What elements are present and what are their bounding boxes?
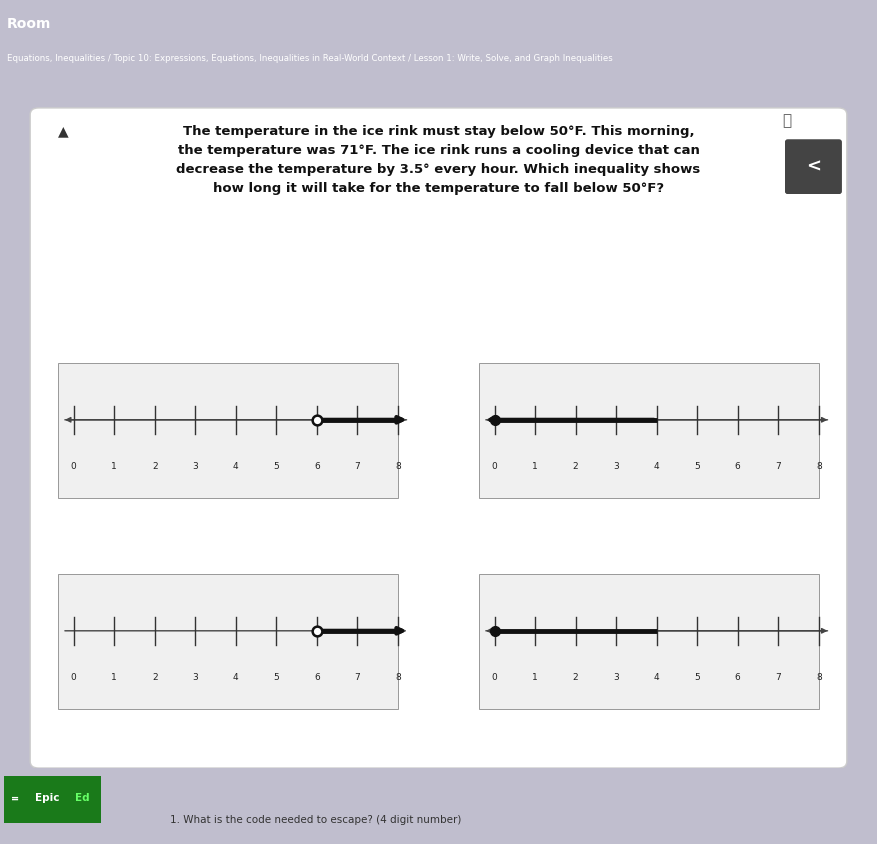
Text: Ed: Ed — [75, 793, 89, 803]
FancyBboxPatch shape — [58, 574, 398, 709]
Text: Room: Room — [7, 17, 52, 30]
Text: 2: 2 — [152, 674, 158, 682]
FancyBboxPatch shape — [479, 574, 819, 709]
Text: 6: 6 — [314, 463, 319, 471]
Text: 1. What is the code needed to escape? (4 digit number): 1. What is the code needed to escape? (4… — [170, 815, 461, 825]
Text: 3: 3 — [192, 463, 198, 471]
Text: 3: 3 — [192, 674, 198, 682]
Text: 4: 4 — [654, 463, 660, 471]
Text: 1: 1 — [111, 674, 117, 682]
Text: 1: 1 — [111, 463, 117, 471]
Text: Equations, Inequalities / Topic 10: Expressions, Equations, Inequalities in Real: Equations, Inequalities / Topic 10: Expr… — [7, 54, 613, 62]
FancyBboxPatch shape — [58, 363, 398, 498]
Text: 8: 8 — [395, 463, 401, 471]
Text: 1: 1 — [532, 674, 538, 682]
FancyBboxPatch shape — [785, 139, 842, 194]
FancyBboxPatch shape — [4, 776, 101, 824]
Text: 0: 0 — [71, 674, 76, 682]
Text: 6: 6 — [314, 674, 319, 682]
Text: 0: 0 — [492, 674, 497, 682]
Text: 2: 2 — [573, 463, 579, 471]
FancyBboxPatch shape — [479, 363, 819, 498]
Text: 4: 4 — [654, 674, 660, 682]
Text: <: < — [806, 158, 821, 176]
Text: 3: 3 — [613, 463, 619, 471]
Text: =: = — [11, 793, 18, 803]
Text: 3: 3 — [613, 674, 619, 682]
Text: 5: 5 — [695, 463, 700, 471]
Text: 8: 8 — [395, 674, 401, 682]
Text: 4: 4 — [233, 463, 239, 471]
Text: 4: 4 — [233, 674, 239, 682]
Text: ▲: ▲ — [58, 125, 68, 138]
Text: 7: 7 — [775, 674, 781, 682]
Text: 8: 8 — [816, 674, 822, 682]
Text: 7: 7 — [775, 463, 781, 471]
Text: 0: 0 — [492, 463, 497, 471]
FancyBboxPatch shape — [30, 108, 847, 768]
Text: 5: 5 — [274, 674, 279, 682]
Text: 5: 5 — [274, 463, 279, 471]
Text: 6: 6 — [735, 674, 740, 682]
Text: 8: 8 — [816, 463, 822, 471]
Text: 2: 2 — [152, 463, 158, 471]
Text: 6: 6 — [735, 463, 740, 471]
Text: 0: 0 — [71, 463, 76, 471]
Text: The temperature in the ice rink must stay below 50°F. This morning,
the temperat: The temperature in the ice rink must sta… — [176, 125, 701, 195]
Text: 1: 1 — [532, 463, 538, 471]
Text: ✋: ✋ — [782, 113, 792, 127]
Text: 2: 2 — [573, 674, 579, 682]
Text: 7: 7 — [354, 674, 360, 682]
Text: Epic: Epic — [35, 793, 60, 803]
Text: 7: 7 — [354, 463, 360, 471]
Text: 5: 5 — [695, 674, 700, 682]
